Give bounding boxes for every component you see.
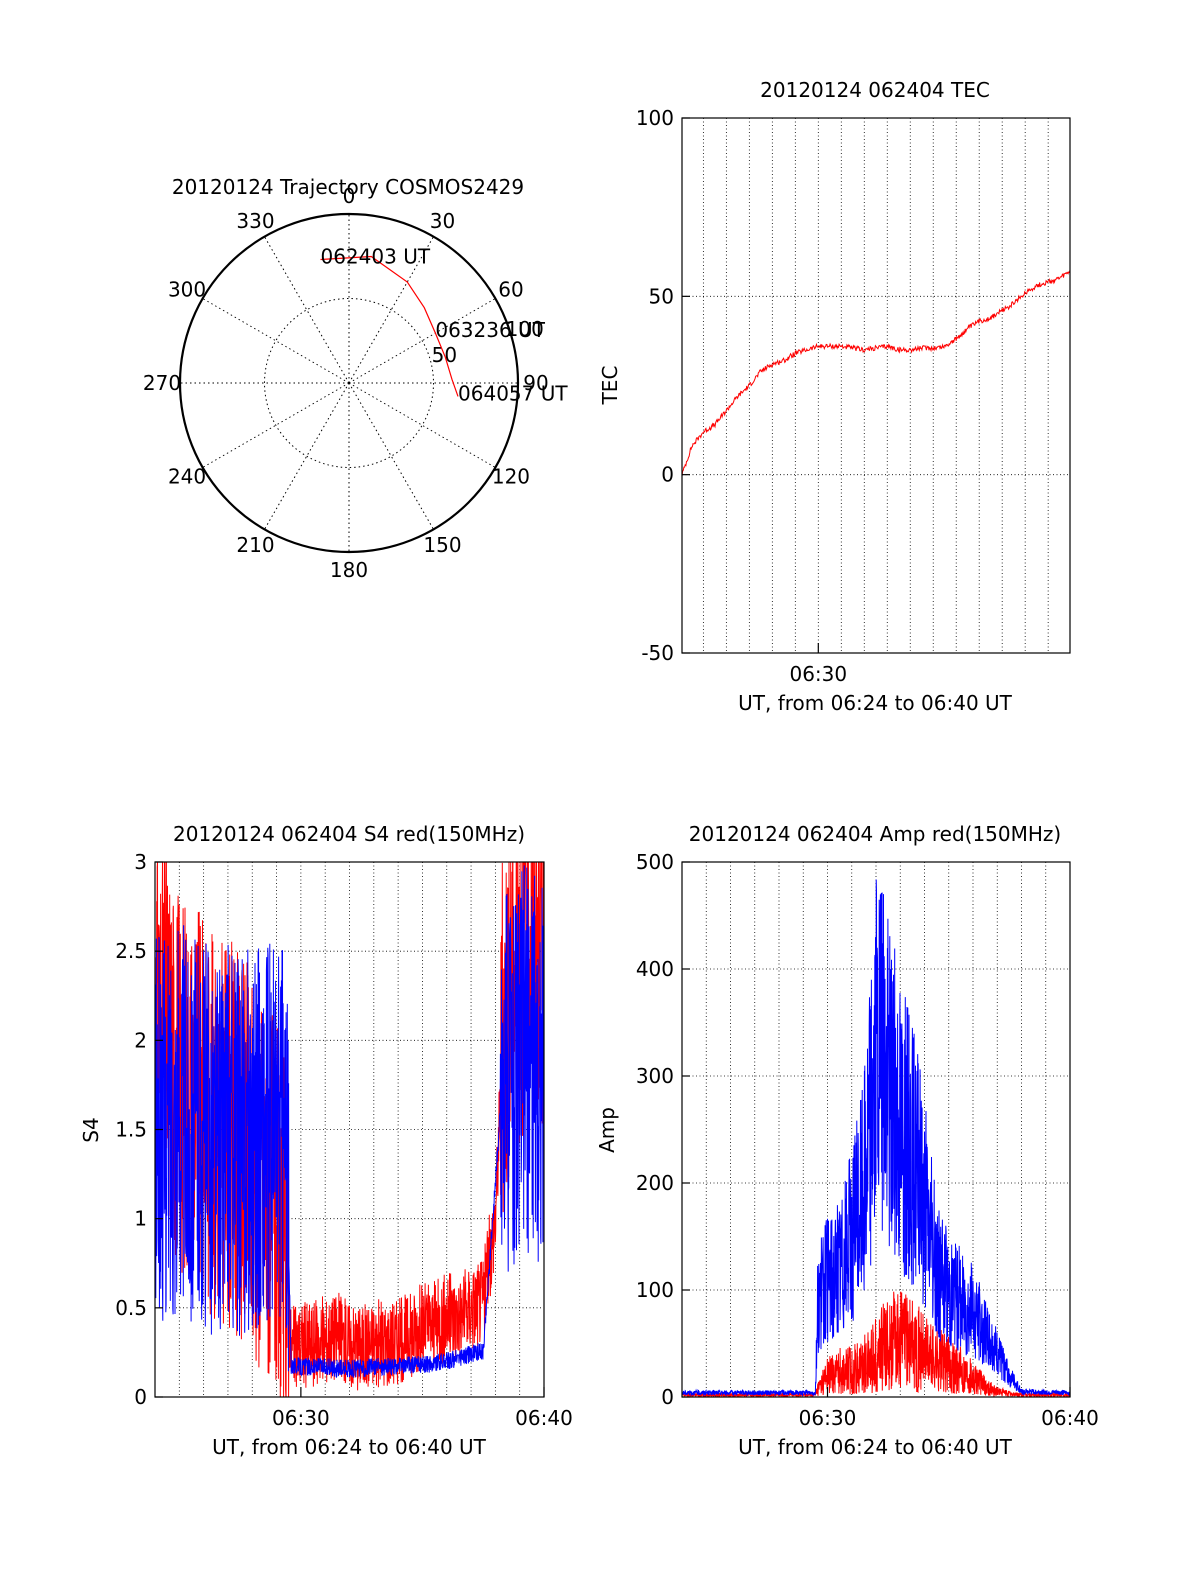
y-tick-label: 3	[134, 850, 147, 874]
amp-title: 20120124 062404 Amp red(150MHz)	[689, 822, 1061, 846]
series-line	[682, 879, 1070, 1397]
y-tick-label: 1	[134, 1207, 147, 1231]
s4-ylabel: S4	[79, 1117, 103, 1142]
polar-spoke	[202, 382, 350, 468]
x-tick-label: 06:30	[272, 1406, 330, 1430]
azimuth-label: 180	[330, 558, 368, 582]
polar-outer-circle	[178, 212, 520, 554]
trajectory-annotations: 062403 UT 063236 UT 064057 UT	[320, 244, 568, 405]
y-tick-label: 200	[636, 1171, 674, 1195]
y-tick-label: 500	[636, 850, 674, 874]
azimuth-label: 60	[498, 278, 523, 302]
amp-y-ticks: 0 100 200 300 400 500	[636, 850, 690, 1409]
amp-ylabel: Amp	[595, 1107, 619, 1153]
s4-title: 20120124 062404 S4 red(150MHz)	[173, 822, 525, 846]
polar-spoke	[348, 382, 434, 530]
azimuth-label: 30	[430, 209, 455, 233]
tec-y-ticks: -50 0 50 100	[636, 106, 690, 665]
azimuth-label: 120	[492, 465, 530, 489]
amp-chart: 20120124 062404 Amp red(150MHz) 0 100 200 3…	[595, 822, 1099, 1459]
amp-axes-frame	[681, 861, 1071, 1398]
tec-xlabel: UT, from 06:24 to 06:40 UT	[738, 691, 1013, 715]
y-tick-label: 0	[661, 463, 674, 487]
tec-series	[682, 269, 1070, 477]
s4-series	[155, 862, 544, 1397]
y-tick-label: 0.5	[115, 1296, 147, 1320]
s4-chart: 20120124 062404 S4 red(150MHz) 0 0.5 1 1.5 2…	[79, 822, 573, 1459]
y-tick-label: 2	[134, 1028, 147, 1052]
x-tick-label: 06:40	[1041, 1406, 1099, 1430]
polar-spoke	[202, 298, 350, 384]
y-tick-label: 0	[661, 1385, 674, 1409]
series-line	[682, 1291, 1070, 1397]
y-tick-label: -50	[641, 641, 674, 665]
amp-series	[682, 879, 1070, 1397]
polar-spoke	[348, 382, 496, 468]
polar-spoke	[264, 382, 350, 530]
trajectory-time-label: 063236 UT	[435, 318, 545, 342]
radial-label: 100	[506, 317, 544, 341]
azimuth-label: 300	[168, 278, 206, 302]
s4-x-ticks: 06:30 06:40	[272, 1387, 573, 1430]
y-tick-label: 50	[649, 284, 674, 308]
polar-ring-50	[264, 298, 434, 468]
amp-x-ticks: 06:30 06:40	[799, 1387, 1099, 1430]
trajectory-time-label: 062403 UT	[320, 244, 430, 268]
x-tick-label: 06:30	[799, 1406, 857, 1430]
trajectory-time-label: 064057 UT	[458, 381, 568, 405]
y-tick-label: 0	[134, 1385, 147, 1409]
polar-spoke	[348, 298, 496, 384]
y-tick-label: 100	[636, 106, 674, 130]
azimuth-label: 0	[343, 184, 356, 208]
s4-xlabel: UT, from 06:24 to 06:40 UT	[212, 1435, 487, 1459]
polar-grid	[178, 212, 520, 554]
y-tick-label: 1.5	[115, 1118, 147, 1142]
polar-spoke	[264, 236, 350, 384]
polar-chart: 20120124 Trajectory COSMOS2429 0 30 60 90 12…	[143, 175, 568, 582]
y-tick-label: 300	[636, 1064, 674, 1088]
azimuth-label: 210	[236, 533, 274, 557]
azimuth-label: 330	[236, 209, 274, 233]
series-line	[155, 865, 544, 1379]
tec-axes-frame	[681, 117, 1071, 654]
polar-azimuth-labels: 0 30 60 90 120 150 180 210 240 270 300 330	[143, 184, 549, 582]
s4-y-ticks: 0 0.5 1 1.5 2 2.5 3	[115, 850, 163, 1409]
tec-ylabel: TEC	[598, 366, 622, 406]
trajectory-line	[320, 255, 459, 397]
polar-spoke	[348, 236, 434, 384]
y-tick-label: 2.5	[115, 939, 147, 963]
y-tick-label: 400	[636, 957, 674, 981]
azimuth-label: 150	[423, 533, 461, 557]
amp-xlabel: UT, from 06:24 to 06:40 UT	[738, 1435, 1013, 1459]
tec-title: 20120124 062404 TEC	[760, 78, 990, 102]
x-tick-label: 06:30	[789, 662, 847, 686]
y-tick-label: 100	[636, 1278, 674, 1302]
series-line	[682, 269, 1070, 477]
tec-x-ticks: 06:30	[789, 643, 847, 686]
azimuth-label: 90	[523, 371, 548, 395]
azimuth-label: 270	[143, 371, 181, 395]
azimuth-label: 240	[168, 465, 206, 489]
x-tick-label: 06:40	[515, 1406, 573, 1430]
polar-title: 20120124 Trajectory COSMOS2429	[172, 175, 524, 199]
tec-grid	[682, 118, 1070, 653]
